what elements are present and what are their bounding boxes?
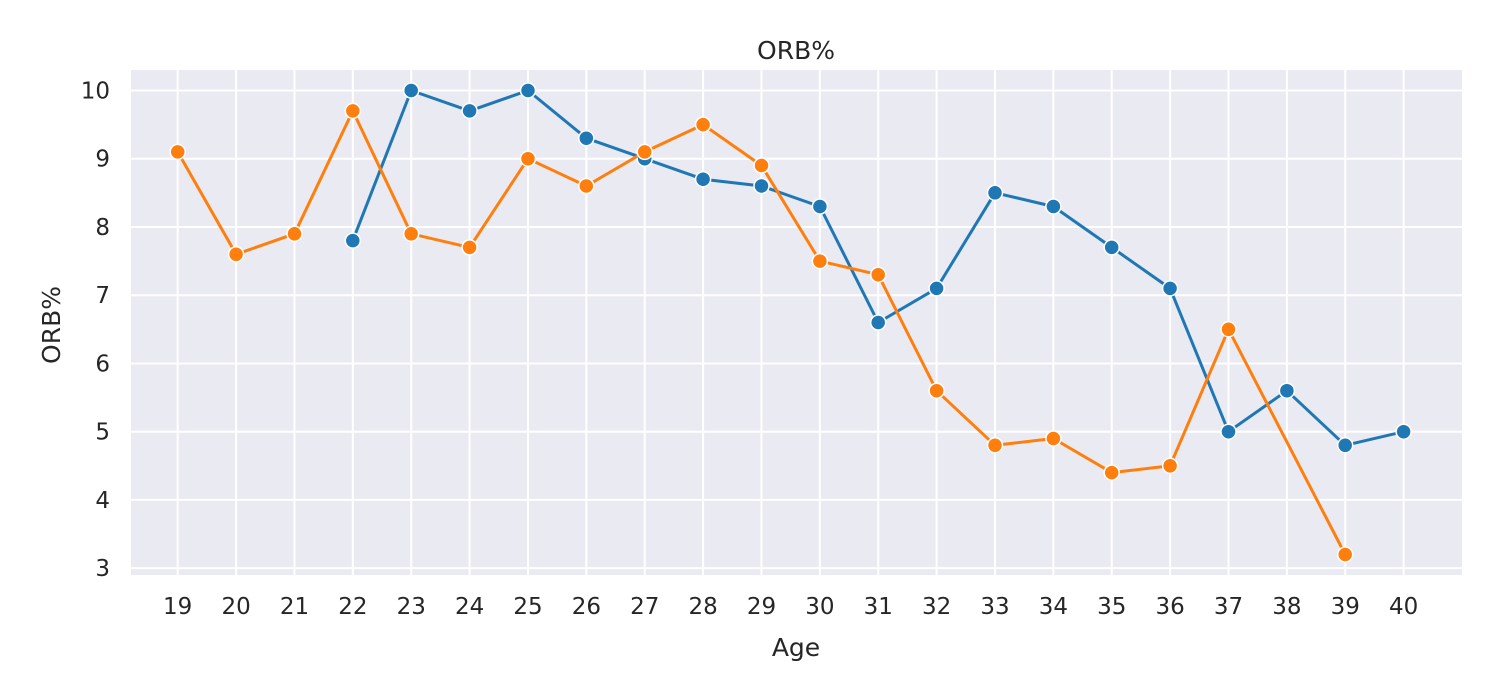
x-tick-label: 36 [1155,594,1184,620]
data-point [694,116,712,133]
data-point [869,314,887,331]
data-point [1336,546,1354,563]
x-tick-label: 21 [280,594,309,620]
data-point [694,170,712,188]
y-tick-label: 4 [95,488,110,514]
data-point [1103,239,1120,256]
x-tick-label: 24 [455,594,484,620]
data-point [1220,321,1237,338]
series-layer [169,82,1412,563]
x-axis-title: Age [772,633,820,662]
data-point [402,82,420,99]
data-point [753,157,770,174]
data-point [1103,464,1120,481]
data-point [344,232,362,249]
series-2 [169,102,1354,563]
x-tick-label: 29 [747,594,776,620]
data-point [519,150,537,167]
data-point [753,177,770,195]
x-tick-label: 34 [1039,594,1068,620]
data-point [986,437,1004,454]
data-point [1336,437,1354,454]
x-tick-label: 39 [1331,594,1360,620]
x-tick-label: 32 [922,594,951,620]
data-point [869,266,887,283]
x-tick-label: 20 [221,594,250,620]
data-point [461,102,478,120]
data-point [461,239,478,256]
y-tick-label: 3 [95,556,110,582]
x-tick-label: 22 [338,594,367,620]
x-tick-label: 40 [1389,594,1418,620]
x-tick-label: 26 [572,594,601,620]
data-point [578,129,595,147]
y-axis-title: ORB% [37,286,66,364]
x-tick-label: 35 [1097,594,1126,620]
chart-title: ORB% [757,36,835,65]
x-tick-label: 23 [397,594,426,620]
data-point [402,225,420,243]
x-tick-labels: 19 20 21 22 23 24 25 26 27 28 29 30 31 32 33 34 35 36 37 38… [163,594,1418,620]
data-point [1045,198,1062,215]
data-point [578,177,595,195]
data-point [519,82,537,99]
data-point [1161,280,1179,297]
x-tick-label: 28 [688,594,717,620]
data-point [986,184,1004,202]
x-tick-label: 38 [1272,594,1301,620]
data-point [928,382,945,399]
data-point [286,225,303,243]
data-point [1161,457,1179,475]
series-1 [344,82,1412,454]
x-tick-label: 31 [864,594,893,620]
x-tick-label: 33 [980,594,1009,620]
y-tick-label: 9 [95,147,110,173]
x-tick-label: 30 [805,594,834,620]
y-tick-labels: 3 4 5 6 7 8 9 10 [81,78,110,582]
data-point [811,198,829,215]
data-point [636,143,653,161]
data-point [928,280,945,297]
y-tick-label: 6 [95,351,110,377]
y-tick-label: 7 [95,283,110,309]
data-point [169,143,186,161]
data-point [227,246,245,263]
y-tick-label: 5 [95,420,110,446]
y-tick-label: 10 [81,78,110,104]
x-tick-label: 25 [513,594,542,620]
data-point [344,102,362,120]
series-line [176,109,1347,556]
x-tick-label: 27 [630,594,659,620]
data-point [811,252,829,270]
data-point [1395,423,1412,440]
x-tick-label: 37 [1214,594,1243,620]
data-point [1220,423,1237,440]
data-point [1278,382,1296,399]
y-tick-label: 8 [95,215,110,241]
x-tick-label: 19 [163,594,192,620]
data-point [1045,430,1062,447]
